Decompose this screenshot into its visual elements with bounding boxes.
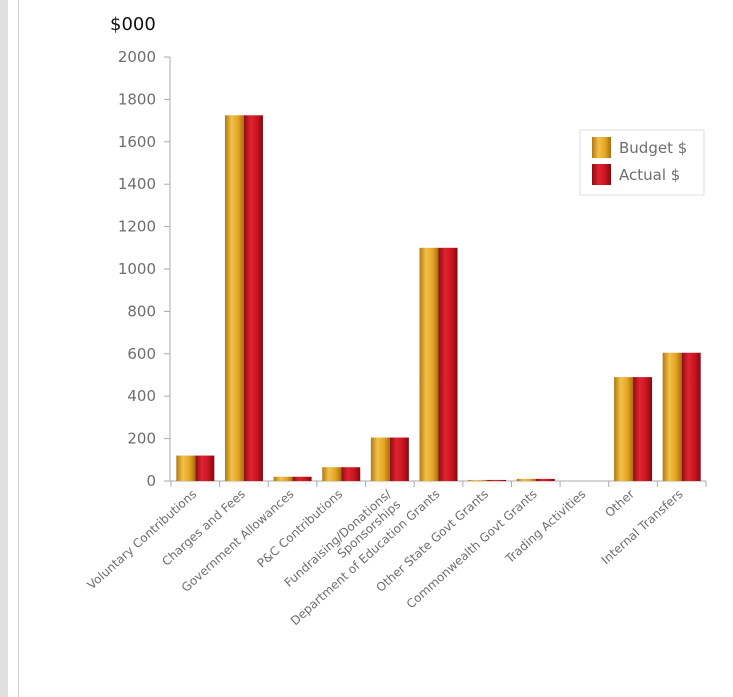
- budget-bar-3: [322, 467, 342, 481]
- y-tick-label: 800: [127, 302, 156, 320]
- chart-legend: Budget $ Actual $: [579, 129, 705, 196]
- x-category-label: P&C Contributions: [254, 487, 345, 571]
- x-category-label: Other: [602, 487, 637, 520]
- actual-bar-0: [195, 455, 215, 481]
- legend-label-0: Budget $: [619, 139, 687, 157]
- y-tick-label: 400: [127, 387, 156, 405]
- page-frame-left: [0, 0, 8, 697]
- page-frame-line: [18, 0, 19, 697]
- y-tick-label: 1200: [118, 218, 156, 236]
- actual-bar-6: [487, 479, 507, 481]
- y-axis-ticks: 0 200 400 600 800 1000 1200 1400 1600 1800 2000: [118, 48, 170, 490]
- y-tick-label: 2000: [118, 48, 156, 66]
- actual-bar-2: [292, 476, 312, 481]
- actual-bar-10: [681, 352, 701, 481]
- budget-bar-0: [176, 455, 196, 481]
- legend-swatch-1: [592, 164, 611, 185]
- y-axis-unit-label: $000: [110, 14, 156, 35]
- budget-bar-7: [516, 478, 536, 481]
- budget-bar-6: [468, 479, 488, 481]
- budget-bar-1: [224, 115, 244, 482]
- actual-bar-1: [243, 115, 263, 482]
- actual-bar-7: [535, 478, 555, 481]
- y-tick-label: 1400: [118, 175, 156, 193]
- y-tick-label: 0: [146, 472, 156, 490]
- chart-bars: [176, 115, 701, 482]
- legend-swatch-0: [592, 137, 611, 158]
- actual-bar-4: [389, 437, 409, 481]
- y-tick-label: 600: [127, 345, 156, 363]
- x-category-label: Trading Activities: [502, 487, 588, 567]
- y-tick-label: 1600: [118, 133, 156, 151]
- budget-bar-10: [662, 352, 682, 481]
- budget-bar-9: [614, 377, 634, 481]
- actual-bar-3: [341, 467, 361, 481]
- x-category-label: Charges and Fees: [159, 487, 248, 569]
- budget-bar-5: [419, 247, 439, 481]
- actual-bar-5: [438, 247, 458, 481]
- actual-bar-9: [633, 377, 653, 481]
- y-tick-label: 200: [127, 430, 156, 448]
- legend-label-1: Actual $: [619, 166, 680, 184]
- y-tick-label: 1000: [118, 260, 156, 278]
- budget-bar-2: [273, 476, 293, 481]
- y-tick-label: 1800: [118, 90, 156, 108]
- x-category-label: Internal Transfers: [599, 487, 686, 567]
- budget-bar-4: [370, 437, 390, 481]
